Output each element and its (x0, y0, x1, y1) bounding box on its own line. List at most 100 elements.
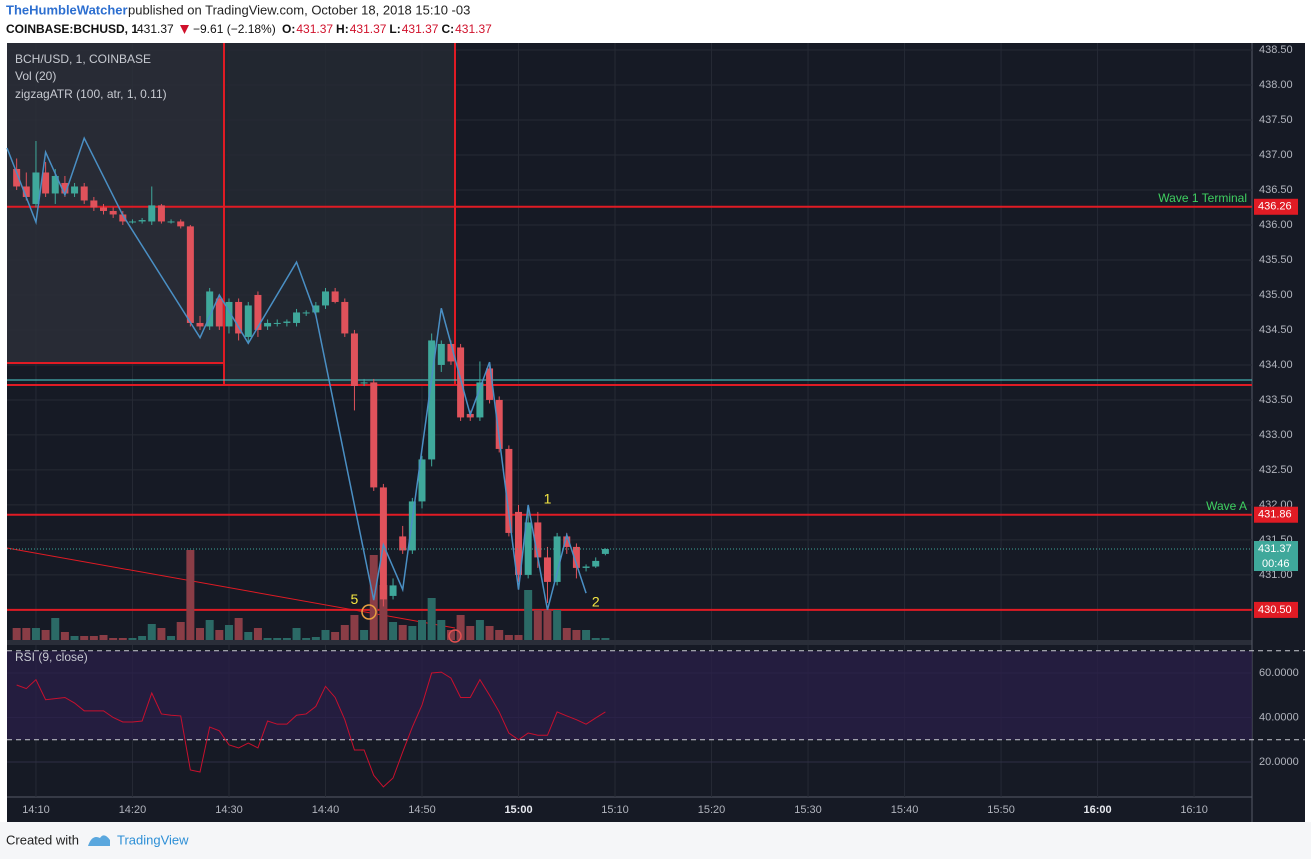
volume-bar (31, 628, 40, 640)
wave-label: 1 (544, 491, 552, 507)
candle-body (389, 585, 397, 596)
rsi-tick-label: 60.0000 (1259, 667, 1299, 679)
volume-bar (176, 622, 185, 640)
volume-bar (302, 638, 311, 640)
x-tick-label: 16:00 (1084, 804, 1112, 816)
y-tick-label: 435.00 (1259, 289, 1293, 301)
candle-body (457, 347, 465, 418)
x-tick-label: 14:20 (119, 804, 147, 816)
candle-body (486, 368, 494, 400)
volume-bar (466, 626, 475, 640)
legend-item: Vol (20) (15, 69, 56, 83)
brand-logo (88, 835, 110, 846)
candle-body (341, 301, 349, 334)
x-tick-label: 15:20 (698, 804, 726, 816)
ohlc-value: 431.37 (455, 22, 492, 36)
time-axis (7, 797, 1252, 822)
volume-bar (70, 636, 79, 640)
volume-bar (234, 618, 243, 640)
candle-body (61, 182, 69, 194)
x-tick-label: 16:10 (1180, 804, 1208, 816)
candle-body (293, 312, 301, 323)
candle-body (148, 205, 156, 222)
volume-bar (562, 628, 571, 640)
ohlc-key: H: (336, 22, 349, 36)
volume-bar (253, 628, 262, 640)
candle-body (100, 207, 108, 211)
y-tick-label: 432.50 (1259, 464, 1293, 476)
volume-bar (360, 630, 369, 640)
ohlc: O: 431.37 H: 431.37 L: 431.37 C: 431.37 (282, 22, 492, 36)
author[interactable]: TheHumbleWatcher (6, 2, 128, 17)
x-tick-label: 15:30 (794, 804, 822, 816)
candle-body (601, 549, 609, 554)
y-tick-label: 434.00 (1259, 359, 1293, 371)
level-tag (1254, 506, 1298, 523)
volume-bar (51, 618, 60, 640)
volume-bar (282, 638, 291, 640)
candle-body (283, 321, 291, 323)
footer-text: Created with (6, 832, 79, 847)
candle-body (254, 294, 262, 330)
volume-bar (456, 615, 465, 640)
rsi-tick-label: 40.0000 (1259, 711, 1299, 723)
legend-item: zigzagATR (100, atr, 1, 0.11) (15, 87, 167, 101)
volume-bar (244, 632, 253, 640)
volume-bar (591, 638, 600, 640)
y-tick-label: 435.50 (1259, 254, 1293, 266)
wave-marker (448, 629, 462, 643)
volume-bar (582, 630, 591, 640)
candle-body (534, 522, 542, 558)
volume-bar (389, 622, 398, 640)
candle-body (321, 291, 329, 306)
published: published on TradingView.com, October 18… (128, 2, 470, 17)
last-price-tag (1254, 541, 1298, 572)
candle-body (235, 301, 243, 334)
candle-body (476, 382, 484, 418)
volume-bar (22, 628, 31, 640)
candle-body (51, 175, 59, 194)
ohlc-value: 431.37 (350, 22, 387, 36)
candle-body (447, 343, 455, 362)
x-tick-label: 15:10 (601, 804, 629, 816)
volume-bar (533, 610, 542, 640)
rsi-line (16, 671, 606, 788)
candle-body (495, 399, 503, 449)
volume-bar (263, 638, 272, 640)
volume-bar (118, 638, 127, 640)
volume-bar (331, 632, 340, 640)
rsi-tick-label: 20.0000 (1259, 756, 1299, 768)
volume-bar (553, 610, 562, 640)
zigzag-line (6, 136, 587, 611)
level-tag (1254, 601, 1298, 618)
zone-box (224, 43, 455, 385)
level-text: Wave A (1206, 499, 1247, 513)
wave-marker (361, 604, 377, 620)
volume-bar (418, 620, 426, 640)
candle-body (572, 546, 580, 568)
ohlc-key: L: (389, 22, 400, 36)
candle-body (543, 557, 551, 582)
candle-body (418, 459, 426, 502)
volume-bar (128, 638, 137, 640)
candle-body (524, 522, 532, 575)
footer-brand[interactable]: TradingView (117, 832, 189, 847)
countdown: 00:46 (1262, 558, 1290, 570)
y-tick-label: 437.00 (1259, 149, 1293, 161)
volume-bar (379, 585, 388, 640)
volume-bar (138, 636, 147, 640)
x-tick-label: 15:00 (504, 804, 532, 816)
candle-body (128, 221, 136, 223)
down-arrow (180, 25, 189, 34)
candle-body (360, 382, 368, 384)
candle-body (582, 566, 590, 568)
candle-body (177, 221, 185, 227)
candle-body (408, 501, 416, 551)
level-text: Wave 1 Terminal (1158, 191, 1247, 205)
volume-bar (109, 638, 118, 640)
plot (6, 136, 1305, 788)
candle-body (428, 340, 436, 460)
x-tick-label: 14:30 (215, 804, 243, 816)
x-tick-label: 15:50 (987, 804, 1015, 816)
volume-bar (495, 630, 504, 640)
